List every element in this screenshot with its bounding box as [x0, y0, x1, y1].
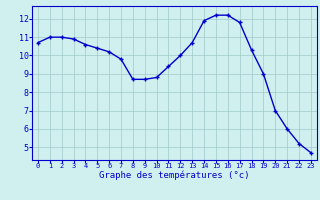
X-axis label: Graphe des températures (°c): Graphe des températures (°c): [99, 171, 250, 180]
